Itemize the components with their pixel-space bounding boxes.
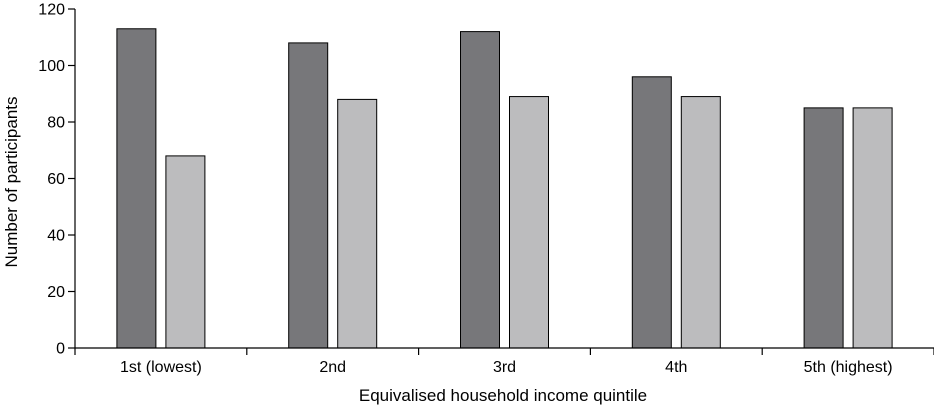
- x-tick-label: 5th (highest): [804, 359, 893, 376]
- x-axis-title: Equivalised household income quintile: [359, 386, 647, 405]
- y-tick-label: 20: [47, 284, 65, 301]
- bar-series-2: [680, 96, 721, 349]
- y-tick-label: 0: [56, 341, 65, 358]
- y-tick-label: 100: [38, 58, 65, 75]
- bar-series-1: [460, 31, 500, 349]
- y-tick-label: 40: [47, 228, 65, 245]
- bar-series-1: [631, 76, 672, 349]
- y-axis-title: Number of participants: [2, 96, 21, 267]
- bar-series-1: [116, 28, 157, 349]
- y-tick-label: 60: [47, 171, 65, 188]
- axes-layer: 0 20 40 60 80 100 120 1st (lowest) 2nd 3rd 4th 5th …: [38, 2, 934, 376]
- y-tick-label: 120: [38, 2, 65, 19]
- x-tick-label: 2nd: [319, 359, 346, 376]
- y-tick-label: 80: [47, 115, 65, 132]
- bar-series-2: [337, 98, 378, 349]
- bar-series-2: [852, 107, 893, 349]
- bar-series-2: [165, 155, 206, 349]
- bar-series-1: [288, 42, 329, 349]
- bars-layer: [116, 28, 893, 349]
- x-tick-label: 3rd: [493, 359, 516, 376]
- bar-series-1: [803, 107, 844, 349]
- bar-series-2: [509, 96, 549, 349]
- x-tick-label: 4th: [665, 359, 687, 376]
- x-tick-label: 1st (lowest): [120, 359, 202, 376]
